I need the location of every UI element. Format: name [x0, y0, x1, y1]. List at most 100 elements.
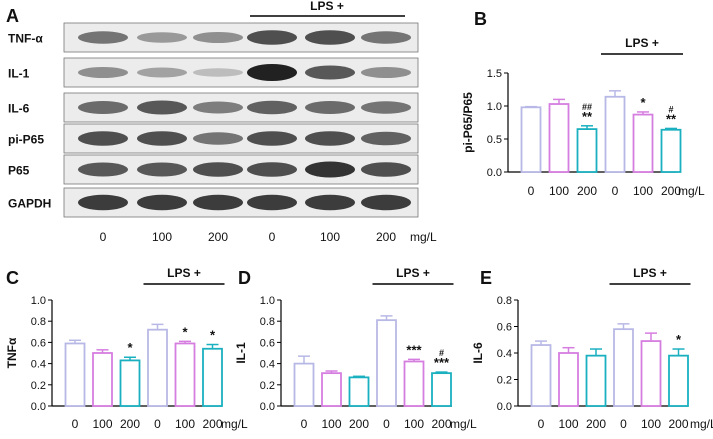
- blot-band: [361, 31, 411, 44]
- blot-band: [305, 194, 355, 211]
- blot-band: [305, 131, 355, 146]
- blot-band: [137, 162, 187, 177]
- bar: [147, 328, 168, 407]
- western-blot-panel: LPS + TNF-α IL-1 IL-6 pi-P65 P65 GAPDH 0 100 20…: [8, 0, 437, 244]
- y-tick-label: 0.2: [497, 375, 512, 387]
- blot-lane-label: 200: [208, 230, 228, 244]
- significance-mark: *: [210, 328, 216, 343]
- x-tick-label: 100: [549, 184, 569, 198]
- x-tick-label: 100: [641, 417, 661, 431]
- bar: [64, 342, 86, 407]
- x-tick-label: 200: [668, 417, 688, 431]
- blot-band: [361, 162, 411, 177]
- significance-mark: *: [182, 324, 188, 339]
- bar: [202, 347, 223, 407]
- y-tick-label: 1.0: [260, 295, 275, 307]
- bar: [92, 352, 113, 407]
- panel-label-d: D: [238, 268, 251, 288]
- bar: [668, 354, 689, 407]
- blot-band: [78, 194, 128, 211]
- y-tick-label: 1.0: [31, 295, 46, 307]
- blot-band: [193, 32, 243, 43]
- bar: [576, 128, 598, 173]
- y-tick-label: 0.5: [487, 134, 502, 146]
- blot-band: [247, 30, 297, 45]
- blot-lane-label: 200: [376, 230, 396, 244]
- bar: [348, 376, 370, 407]
- y-tick-label: 0.0: [31, 401, 46, 413]
- blot-row-label: TNF-α: [8, 32, 43, 46]
- y-tick-label: 0.6: [31, 337, 46, 349]
- bar: [604, 95, 626, 173]
- x-tick-label: 200: [577, 184, 597, 198]
- blot-band: [193, 162, 243, 177]
- bar: [548, 103, 570, 173]
- significance-mark: #: [668, 104, 673, 114]
- bar: [632, 113, 654, 173]
- blot-band: [247, 100, 297, 115]
- y-tick-label: 0.2: [31, 380, 46, 392]
- bar: [293, 362, 315, 407]
- blot-band: [305, 101, 355, 114]
- bar: [660, 128, 682, 173]
- bar: [585, 354, 607, 407]
- significance-mark: **: [582, 109, 593, 124]
- x-tick-label: 0: [154, 417, 161, 431]
- blot-band: [247, 162, 297, 177]
- blot-band: [361, 194, 411, 211]
- bar: [640, 340, 662, 407]
- y-axis-label: pi-P65/P65: [461, 92, 475, 153]
- significance-mark: **: [666, 111, 677, 126]
- panel-label-c: C: [6, 268, 19, 288]
- significance-mark: *: [640, 95, 646, 110]
- blot-lane-label: 100: [152, 230, 172, 244]
- blot-band: [193, 132, 243, 145]
- blot-band: [361, 67, 411, 78]
- blot-band: [78, 101, 128, 114]
- y-axis-label: IL-6: [471, 342, 485, 364]
- x-tick-label: 200: [431, 417, 451, 431]
- y-tick-label: 0.6: [497, 322, 512, 334]
- blot-band: [305, 30, 355, 45]
- x-tick-label: 100: [633, 184, 653, 198]
- blot-band: [193, 101, 243, 114]
- significance-mark: *: [127, 340, 133, 355]
- y-tick-label: 0.0: [497, 401, 512, 413]
- y-tick-label: 1.0: [487, 101, 502, 113]
- blot-band: [305, 65, 355, 80]
- blot-band: [193, 68, 243, 77]
- y-tick-label: 0.4: [497, 348, 512, 360]
- blot-band: [361, 101, 411, 114]
- y-tick-label: 0.6: [260, 337, 275, 349]
- x-unit-label: mg/L: [678, 184, 705, 198]
- x-tick-label: 0: [383, 417, 390, 431]
- x-tick-label: 200: [349, 417, 369, 431]
- y-tick-label: 0.2: [260, 380, 275, 392]
- blot-lane-label: 0: [269, 230, 276, 244]
- blot-band: [78, 67, 128, 78]
- x-unit-label: mg/L: [221, 417, 248, 431]
- y-tick-label: 0.8: [497, 295, 512, 307]
- bar: [431, 372, 452, 407]
- blot-band: [137, 32, 187, 43]
- bar: [321, 372, 342, 407]
- x-tick-label: 0: [620, 417, 627, 431]
- lps-label: LPS +: [396, 266, 430, 280]
- blot-row-label: GAPDH: [8, 197, 51, 211]
- y-tick-label: 0.8: [260, 316, 275, 328]
- blot-lane-label: 0: [100, 230, 107, 244]
- blot-row-label: P65: [8, 164, 30, 178]
- y-tick-label: 0.4: [260, 359, 275, 371]
- y-axis-label: TNFα: [5, 337, 19, 368]
- chart-d: 0.00.20.40.60.81.0IL-10 100 200 0***100#***…: [234, 266, 477, 431]
- blot-lps-label: LPS +: [310, 0, 344, 13]
- significance-mark: ##: [582, 102, 592, 112]
- blot-band: [247, 64, 297, 81]
- blot-row-label: IL-6: [8, 102, 30, 116]
- blot-band: [247, 194, 297, 211]
- blot-row-label: pi-P65: [8, 133, 44, 147]
- y-axis-label: IL-1: [234, 342, 248, 364]
